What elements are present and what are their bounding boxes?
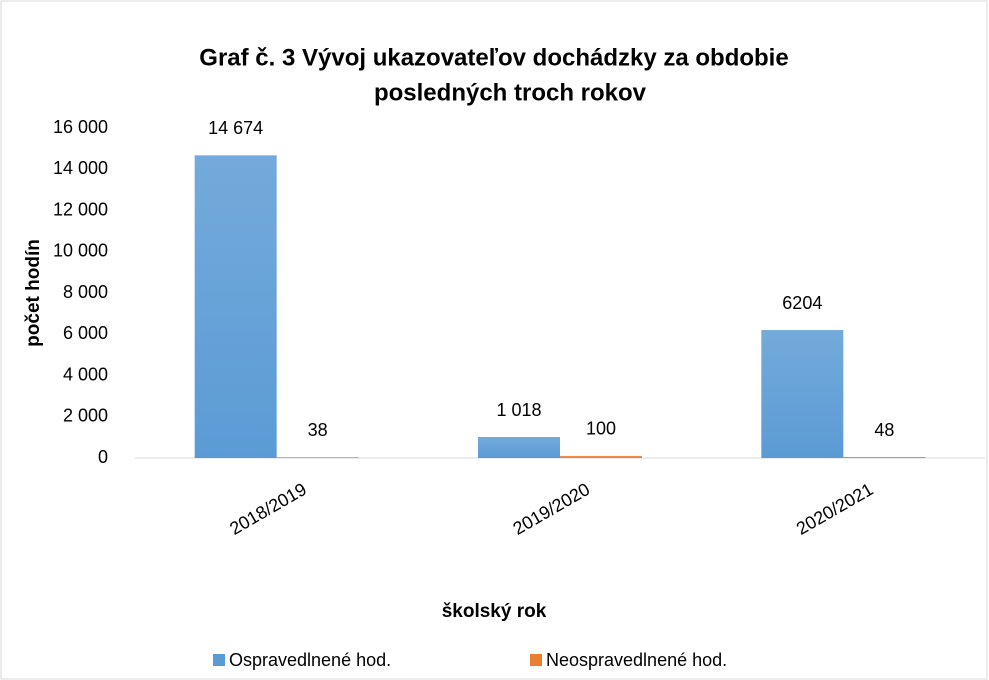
y-tick-label: 10 000 — [53, 241, 108, 261]
bar — [276, 457, 359, 458]
x-axis-label: školský rok — [442, 601, 547, 622]
bar — [478, 437, 560, 458]
legend-label: Neospravedlnené hod. — [546, 650, 727, 670]
y-tick-label: 12 000 — [53, 199, 108, 219]
legend-swatch — [530, 654, 542, 666]
value-label: 100 — [586, 419, 616, 439]
y-tick-label: 8 000 — [63, 282, 108, 302]
value-label: 48 — [874, 420, 894, 440]
y-tick-label: 14 000 — [53, 158, 108, 178]
y-tick-label: 16 000 — [53, 117, 108, 137]
bar — [194, 155, 277, 458]
value-label: 14 674 — [208, 118, 263, 138]
y-tick-label: 6 000 — [63, 323, 108, 343]
value-label: 1 018 — [496, 400, 541, 420]
bar — [843, 457, 926, 458]
value-label: 6204 — [782, 293, 822, 313]
legend-label: Ospravedlnené hod. — [229, 650, 391, 670]
bar — [761, 330, 844, 458]
bar — [560, 455, 642, 458]
value-label: 38 — [308, 420, 328, 440]
legend-swatch — [213, 654, 225, 666]
chart-title: posledných troch rokov — [374, 79, 647, 106]
y-tick-label: 4 000 — [63, 364, 108, 384]
y-axis-label: počet hodín — [23, 239, 44, 347]
y-tick-label: 0 — [98, 447, 108, 467]
y-tick-label: 2 000 — [63, 406, 108, 426]
chart-title: Graf č. 3 Vývoj ukazovateľov dochádzky z… — [199, 44, 788, 71]
